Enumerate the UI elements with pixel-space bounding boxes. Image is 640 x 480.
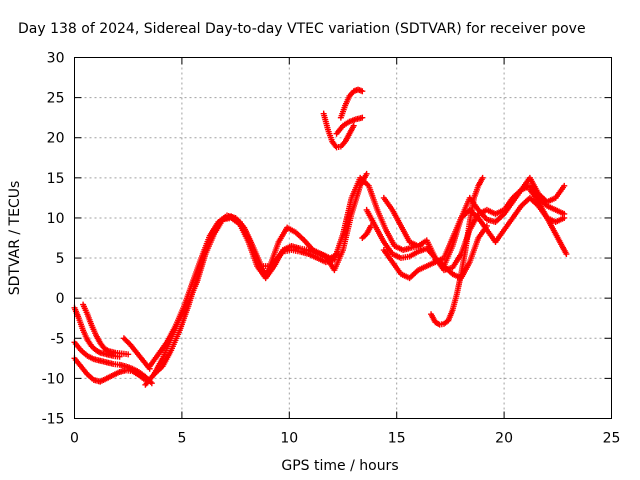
series-track-p [432, 222, 490, 282]
y-tick-label: 5 [56, 251, 65, 267]
chart-title: Day 138 of 2024, Sidereal Day-to-day VTE… [18, 21, 586, 37]
plus-marker [363, 170, 370, 177]
plus-marker [148, 380, 155, 387]
x-axis-title: GPS time / hours [281, 458, 398, 474]
y-tick-label: -10 [42, 371, 65, 387]
y-tick-label: -15 [42, 412, 65, 428]
plus-marker [125, 351, 132, 358]
y-tick-label: 0 [56, 291, 65, 307]
x-tick-label: 0 [70, 431, 79, 447]
data-markers [71, 86, 570, 388]
plus-marker [479, 174, 486, 181]
series-track-q [526, 186, 570, 258]
series-track-d [80, 301, 132, 358]
plus-marker [563, 251, 570, 258]
series-track-f [142, 174, 424, 388]
grid-lines [74, 57, 612, 419]
plus-marker [561, 214, 568, 221]
series-track-i [320, 110, 357, 151]
tick-labels: 0 5 10 15 20 25 -15 -10 -5 0 5 10 15 20 25 30 [42, 51, 621, 447]
x-tick-label: 10 [280, 431, 298, 447]
y-tick-label: -5 [51, 331, 65, 347]
y-tick-label: 30 [47, 51, 65, 67]
plus-marker [483, 222, 490, 229]
x-tick-label: 15 [388, 431, 406, 447]
y-tick-label: 20 [47, 131, 65, 147]
plus-marker [359, 114, 366, 121]
plus-marker [350, 122, 357, 129]
x-tick-label: 5 [177, 431, 186, 447]
plus-marker [367, 222, 374, 229]
x-tick-label: 25 [603, 431, 621, 447]
plus-marker [359, 88, 366, 95]
y-tick-label: 15 [47, 171, 65, 187]
series-track-h [150, 170, 370, 378]
plot-frame [74, 57, 612, 419]
plus-marker [561, 182, 568, 189]
y-tick-label: 25 [47, 91, 65, 107]
series-track-o [428, 174, 486, 328]
series-track-e [120, 335, 153, 372]
series-track-j [333, 114, 366, 137]
y-tick-label: 10 [47, 211, 65, 227]
series-track-m [380, 194, 568, 282]
x-tick-label: 20 [495, 431, 513, 447]
series-track-k [337, 86, 366, 121]
y-axis-title: SDTVAR / TECUs [7, 181, 23, 296]
series-track-r [359, 222, 374, 241]
axis-ticks [74, 57, 612, 419]
series-track-b [71, 339, 155, 387]
